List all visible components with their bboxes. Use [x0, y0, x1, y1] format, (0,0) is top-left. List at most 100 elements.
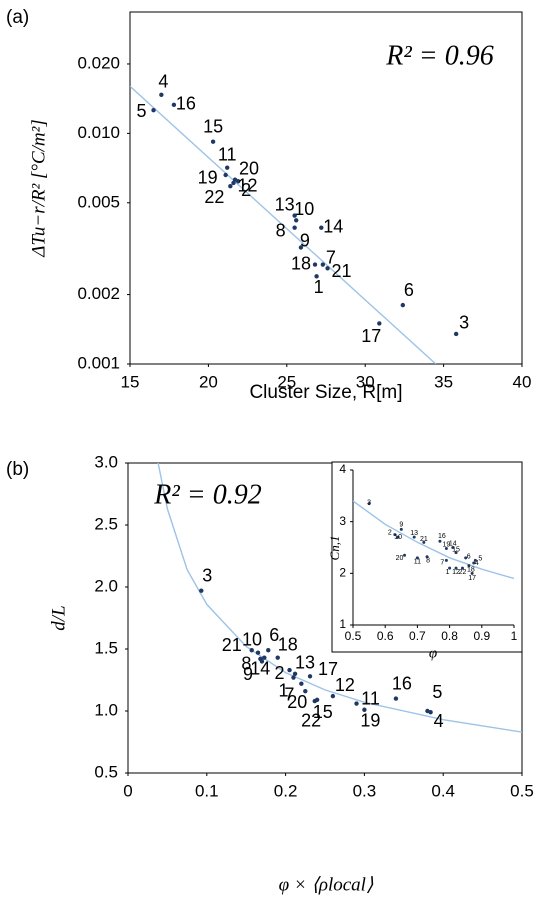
- y-tick-label: 1.0: [94, 700, 118, 719]
- data-point: [451, 546, 455, 549]
- y-tick-label: 3: [339, 514, 346, 528]
- point-label: 20: [287, 692, 307, 712]
- data-point: [232, 177, 238, 182]
- point-label: 3: [202, 565, 212, 585]
- data-point: [448, 566, 452, 570]
- data-point: [159, 92, 164, 97]
- data-point: [275, 655, 280, 660]
- data-point: [473, 558, 477, 562]
- data-point: [454, 551, 458, 555]
- point-label: 7: [284, 684, 294, 704]
- chart: 0 0.1 0.2 0.3 0.4 0.50.51.01.52.02.53.0123456…: [6, 452, 534, 895]
- y-tick-label: 3.0: [94, 452, 118, 471]
- x-tick-label: 0.5: [345, 629, 362, 643]
- data-point: [228, 184, 233, 189]
- panel-label: (b): [6, 459, 29, 480]
- y-axis-label: d/L: [48, 605, 69, 630]
- panel-label: (a): [6, 7, 29, 28]
- point-label: 21: [420, 536, 428, 543]
- point-label: 19: [360, 711, 380, 731]
- chart: 15 20 25 30 35 400.0010.0020.0050.0100.020123…: [6, 7, 531, 403]
- data-point: [151, 108, 156, 113]
- x-tick-label: 0.7: [409, 629, 426, 643]
- data-point: [303, 688, 308, 694]
- x-tick-label: 25: [277, 372, 296, 391]
- data-point: [259, 659, 265, 664]
- x-tick-label: 35: [434, 372, 453, 391]
- point-label: 2: [275, 663, 285, 683]
- data-point: [412, 535, 416, 539]
- x-tick-label: 40: [513, 372, 532, 391]
- x-tick-label: 1: [511, 629, 518, 643]
- point-label: 3: [459, 313, 469, 333]
- point-label: 6: [467, 554, 471, 561]
- point-label: 12: [237, 176, 257, 196]
- y-axis-label: Cn,1: [327, 536, 342, 561]
- point-label: 14: [250, 658, 270, 678]
- data-point: [464, 556, 468, 560]
- point-label: 1: [278, 680, 288, 700]
- point-label: 17: [361, 326, 381, 346]
- point-label: 5: [478, 555, 482, 562]
- point-label: 15: [203, 116, 223, 136]
- point-label: 5: [137, 101, 147, 121]
- annotation: R² = 0.92: [153, 479, 261, 510]
- data-point: [292, 671, 298, 676]
- data-point: [415, 556, 419, 560]
- point-label: 16: [176, 94, 196, 114]
- data-point: [396, 535, 400, 539]
- data-point: [287, 667, 292, 673]
- data-point: [314, 697, 320, 703]
- point-label: 18: [467, 566, 475, 573]
- point-label: 18: [291, 253, 311, 273]
- data-point: [298, 245, 304, 250]
- point-label: 22: [459, 569, 467, 576]
- data-point: [399, 527, 403, 531]
- data-point: [377, 321, 382, 326]
- y-tick-label: 1.5: [94, 638, 118, 657]
- point-label: 13: [295, 653, 315, 673]
- x-tick-label: 0.5: [510, 781, 534, 800]
- data-point: [425, 708, 430, 714]
- point-label: 2: [388, 529, 392, 536]
- data-point: [444, 558, 448, 562]
- x-tick-label: 0.8: [441, 629, 458, 643]
- data-point: [320, 262, 326, 267]
- data-point: [470, 571, 474, 575]
- point-label: 1: [446, 569, 450, 576]
- fit-line: [130, 85, 437, 364]
- data-point: [299, 681, 304, 686]
- point-label: 21: [332, 261, 352, 281]
- data-point: [307, 674, 313, 679]
- point-label: 11: [414, 559, 421, 566]
- point-label: 14: [449, 540, 457, 547]
- data-point: [425, 555, 429, 559]
- x-tick-label: 30: [356, 372, 375, 391]
- point-label: 4: [434, 711, 444, 731]
- data-point: [354, 701, 359, 706]
- y-tick-label: 2.5: [94, 514, 118, 533]
- data-point: [292, 225, 297, 230]
- point-label: 17: [468, 575, 476, 582]
- point-label: 3: [367, 499, 371, 506]
- x-tick-label: 0.6: [377, 629, 394, 643]
- point-label: 8: [276, 220, 286, 240]
- y-tick-label: 0.005: [77, 192, 120, 211]
- data-point: [467, 564, 471, 568]
- data-point: [403, 553, 407, 557]
- x-axis-label: φ: [429, 645, 437, 661]
- data-point: [291, 675, 296, 680]
- point-label: 13: [275, 194, 295, 214]
- fit-line: [353, 500, 514, 580]
- point-label: 2: [241, 180, 251, 200]
- point-label: 12: [335, 675, 355, 695]
- point-label: 11: [218, 144, 237, 164]
- point-label: 16: [438, 533, 446, 540]
- data-point: [393, 696, 399, 701]
- data-point: [362, 707, 367, 712]
- point-label: 8: [426, 558, 430, 565]
- x-tick-label: 15: [121, 372, 140, 391]
- point-label: 9: [300, 230, 310, 250]
- y-axis-label: ΔTu−r/R² [°C/m²]: [28, 119, 49, 257]
